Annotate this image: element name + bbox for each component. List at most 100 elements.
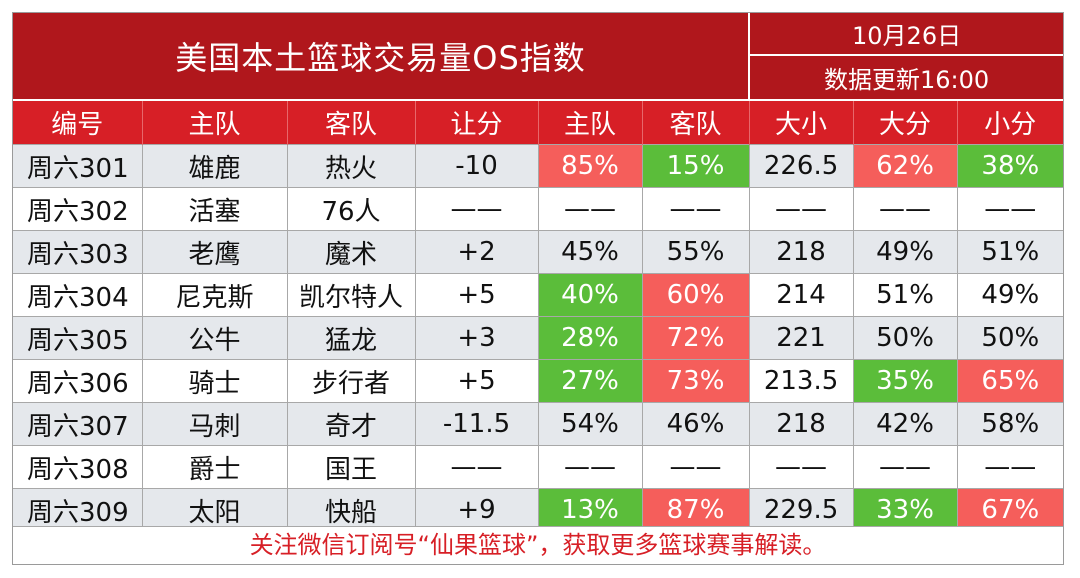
cell-handicap: +9 — [415, 488, 539, 531]
cell-home-volume: 45% — [538, 230, 643, 274]
col-header-under: 小分 — [957, 99, 1064, 145]
odds-table: 美国本土篮球交易量OS指数 10月26日 数据更新16:00 编号 主队 客队 … — [13, 13, 1064, 531]
cell-under-pct: —— — [957, 187, 1064, 231]
cell-away-volume: —— — [642, 445, 750, 489]
table-row: 周六301 雄鹿 热火 -10 85% 15% 226.5 62% 38% — [13, 144, 1064, 188]
page-title: 美国本土篮球交易量OS指数 — [13, 13, 751, 100]
cell-home-team: 雄鹿 — [142, 144, 288, 188]
cell-away-team: 魔术 — [287, 230, 416, 274]
cell-total-line: 214 — [749, 273, 854, 317]
cell-under-pct: 58% — [957, 402, 1064, 446]
cell-away-team: 热火 — [287, 144, 416, 188]
cell-over-pct: —— — [853, 445, 958, 489]
table-row: 周六302 活塞 76人 —— —— —— —— —— —— — [13, 187, 1064, 231]
col-header-handicap: 让分 — [415, 99, 539, 145]
cell-match-id: 周六306 — [13, 359, 143, 403]
cell-home-team: 尼克斯 — [142, 273, 288, 317]
cell-match-id: 周六304 — [13, 273, 143, 317]
cell-handicap: -11.5 — [415, 402, 539, 446]
col-header-home-team: 主队 — [142, 99, 288, 145]
footer-note: 关注微信订阅号“仙果篮球”，获取更多篮球赛事解读。 — [13, 526, 1063, 564]
table-row: 周六309 太阳 快船 +9 13% 87% 229.5 33% 67% — [13, 488, 1064, 531]
cell-under-pct: 67% — [957, 488, 1064, 531]
cell-handicap: +2 — [415, 230, 539, 274]
table-row: 周六307 马刺 奇才 -11.5 54% 46% 218 42% 58% — [13, 402, 1064, 446]
cell-total-line: 229.5 — [749, 488, 854, 531]
cell-away-team: 快船 — [287, 488, 416, 531]
cell-over-pct: —— — [853, 187, 958, 231]
cell-over-pct: 35% — [853, 359, 958, 403]
cell-over-pct: 51% — [853, 273, 958, 317]
cell-under-pct: —— — [957, 445, 1064, 489]
cell-away-volume: 72% — [642, 316, 750, 360]
col-header-away-team: 客队 — [287, 99, 416, 145]
cell-over-pct: 62% — [853, 144, 958, 188]
cell-under-pct: 50% — [957, 316, 1064, 360]
cell-away-volume: 15% — [642, 144, 750, 188]
cell-match-id: 周六308 — [13, 445, 143, 489]
cell-away-volume: 46% — [642, 402, 750, 446]
col-header-over: 大分 — [853, 99, 958, 145]
cell-away-team: 国王 — [287, 445, 416, 489]
cell-home-volume: 27% — [538, 359, 643, 403]
cell-match-id: 周六301 — [13, 144, 143, 188]
odds-board: 美国本土篮球交易量OS指数 10月26日 数据更新16:00 编号 主队 客队 … — [12, 12, 1064, 565]
cell-total-line: —— — [749, 187, 854, 231]
table-row: 周六304 尼克斯 凯尔特人 +5 40% 60% 214 51% 49% — [13, 273, 1064, 317]
cell-handicap: +3 — [415, 316, 539, 360]
table-body: 周六301 雄鹿 热火 -10 85% 15% 226.5 62% 38% 周六302 活塞 76人 —… — [13, 144, 1064, 531]
cell-match-id: 周六309 — [13, 488, 143, 531]
cell-handicap: -10 — [415, 144, 539, 188]
cell-away-team: 步行者 — [287, 359, 416, 403]
cell-away-team: 猛龙 — [287, 316, 416, 360]
cell-away-volume: —— — [642, 187, 750, 231]
cell-total-line: 226.5 — [749, 144, 854, 188]
cell-home-volume: 28% — [538, 316, 643, 360]
cell-home-team: 爵士 — [142, 445, 288, 489]
date-label: 10月26日 — [749, 13, 1064, 56]
cell-handicap: —— — [415, 187, 539, 231]
col-header-id: 编号 — [13, 99, 143, 145]
cell-under-pct: 49% — [957, 273, 1064, 317]
cell-home-team: 公牛 — [142, 316, 288, 360]
cell-away-team: 凯尔特人 — [287, 273, 416, 317]
cell-under-pct: 65% — [957, 359, 1064, 403]
cell-handicap: +5 — [415, 359, 539, 403]
cell-home-volume: 54% — [538, 402, 643, 446]
cell-home-volume: 13% — [538, 488, 643, 531]
table-row: 周六306 骑士 步行者 +5 27% 73% 213.5 35% 65% — [13, 359, 1064, 403]
cell-away-volume: 55% — [642, 230, 750, 274]
cell-total-line: 218 — [749, 402, 854, 446]
col-header-away-volume: 客队 — [642, 99, 750, 145]
banner-row-2: 数据更新16:00 — [13, 55, 1064, 100]
cell-home-volume: —— — [538, 187, 643, 231]
cell-match-id: 周六303 — [13, 230, 143, 274]
col-header-home-volume: 主队 — [538, 99, 643, 145]
update-time-label: 数据更新16:00 — [749, 55, 1064, 100]
cell-match-id: 周六305 — [13, 316, 143, 360]
cell-total-line: 218 — [749, 230, 854, 274]
cell-over-pct: 42% — [853, 402, 958, 446]
cell-match-id: 周六302 — [13, 187, 143, 231]
cell-total-line: —— — [749, 445, 854, 489]
cell-over-pct: 33% — [853, 488, 958, 531]
table-row: 周六308 爵士 国王 —— —— —— —— —— —— — [13, 445, 1064, 489]
table-header-row: 编号 主队 客队 让分 主队 客队 大小 大分 小分 — [13, 99, 1064, 145]
cell-home-team: 马刺 — [142, 402, 288, 446]
cell-under-pct: 38% — [957, 144, 1064, 188]
banner-row: 美国本土篮球交易量OS指数 10月26日 — [13, 13, 1064, 100]
cell-total-line: 213.5 — [749, 359, 854, 403]
cell-home-team: 老鹰 — [142, 230, 288, 274]
cell-home-team: 活塞 — [142, 187, 288, 231]
cell-away-volume: 60% — [642, 273, 750, 317]
cell-home-volume: —— — [538, 445, 643, 489]
col-header-total: 大小 — [749, 99, 854, 145]
cell-home-volume: 40% — [538, 273, 643, 317]
cell-total-line: 221 — [749, 316, 854, 360]
cell-handicap: +5 — [415, 273, 539, 317]
cell-match-id: 周六307 — [13, 402, 143, 446]
table-row: 周六303 老鹰 魔术 +2 45% 55% 218 49% 51% — [13, 230, 1064, 274]
table-row: 周六305 公牛 猛龙 +3 28% 72% 221 50% 50% — [13, 316, 1064, 360]
cell-over-pct: 50% — [853, 316, 958, 360]
cell-away-team: 奇才 — [287, 402, 416, 446]
